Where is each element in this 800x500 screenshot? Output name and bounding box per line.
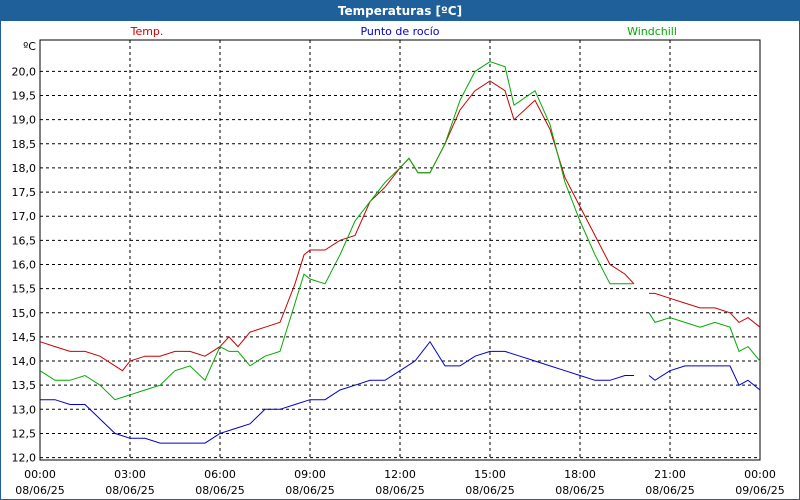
y-tick-label: 14,0 [12, 355, 37, 368]
x-tick-date: 08/06/25 [375, 484, 424, 497]
x-tick-date: 09/06/25 [735, 484, 784, 497]
x-tick-date: 08/06/25 [645, 484, 694, 497]
y-tick-label: 17,0 [12, 210, 37, 223]
series-line-windchill [648, 312, 761, 362]
x-tick-date: 08/06/25 [555, 484, 604, 497]
y-tick-label: 12,0 [12, 452, 37, 465]
legend-item: Temp. [130, 25, 164, 38]
series-line-temp [39, 80, 635, 372]
y-tick-label: 15,0 [12, 307, 37, 320]
x-tick-time: 03:00 [114, 468, 146, 481]
y-tick-label: 20,0 [12, 65, 37, 78]
y-axis-unit: ºC [23, 40, 36, 53]
x-tick-time: 00:00 [744, 468, 776, 481]
x-tick-time: 15:00 [474, 468, 506, 481]
x-tick-date: 08/06/25 [465, 484, 514, 497]
y-tick-label: 18,5 [12, 138, 37, 151]
x-tick-time: 06:00 [204, 468, 236, 481]
y-tick-label: 16,5 [12, 234, 37, 247]
x-tick-date: 08/06/25 [195, 484, 244, 497]
legend-item: Windchill [627, 25, 677, 38]
x-tick-time: 09:00 [294, 468, 326, 481]
y-tick-label: 17,5 [12, 186, 37, 199]
y-tick-label: 14,5 [12, 331, 37, 344]
x-tick-time: 18:00 [564, 468, 596, 481]
x-tick-time: 00:00 [24, 468, 56, 481]
legend-item: Punto de rocío [360, 25, 439, 38]
y-tick-label: 19,5 [12, 90, 37, 103]
series-line-windchill [39, 61, 634, 401]
series-line-punto-de-rocio [40, 340, 634, 444]
series-line-temp [649, 292, 761, 328]
y-tick-label: 16,0 [12, 258, 37, 271]
y-tick-label: 18,0 [12, 162, 37, 175]
x-tick-date: 08/06/25 [105, 484, 154, 497]
y-tick-label: 12,5 [12, 427, 37, 440]
y-tick-label: 13,0 [12, 403, 37, 416]
x-tick-time: 21:00 [654, 468, 686, 481]
y-tick-label: 15,5 [12, 283, 37, 296]
chart-title: Temperaturas [ºC] [1, 1, 799, 21]
x-tick-time: 12:00 [384, 468, 416, 481]
x-tick-date: 08/06/25 [285, 484, 334, 497]
y-tick-label: 13,5 [12, 379, 37, 392]
x-tick-date: 08/06/25 [15, 484, 64, 497]
y-tick-label: 19,0 [12, 114, 37, 127]
series-line-punto-de-rocio [648, 365, 761, 391]
